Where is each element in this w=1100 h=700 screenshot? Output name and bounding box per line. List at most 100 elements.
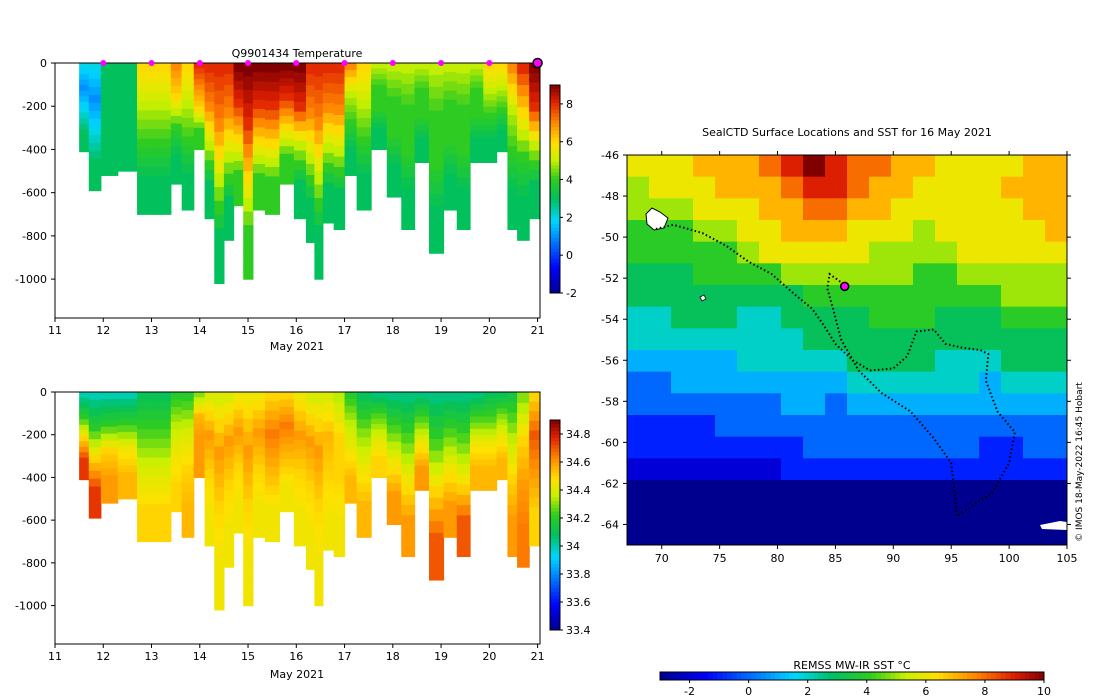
sst-cell <box>671 436 694 459</box>
profile-cell <box>529 497 540 508</box>
sst-cell <box>693 371 716 394</box>
profile-cell <box>470 484 484 491</box>
sst-cell <box>957 220 980 243</box>
sst-cell <box>649 393 672 416</box>
profile-cell <box>356 500 372 511</box>
profile-marker <box>100 60 107 66</box>
profile-cell <box>371 456 388 463</box>
profile-cell <box>117 412 138 420</box>
profile-cell <box>401 125 416 137</box>
profile-cell <box>470 465 484 473</box>
colorbar-tick-label: 8 <box>566 98 573 111</box>
profile-cell <box>79 90 90 97</box>
colorbar-swatch <box>550 234 560 239</box>
profile-cell <box>333 94 346 106</box>
colorbar-swatch <box>550 500 560 505</box>
profile-cell <box>243 198 254 213</box>
colorbar-swatch <box>847 672 853 680</box>
profile-cell <box>156 513 172 524</box>
profile-cell <box>456 412 471 424</box>
profile-cell <box>322 520 335 531</box>
profile-cell <box>293 189 307 200</box>
profile-cell <box>305 558 315 570</box>
profile-cell <box>333 453 346 465</box>
profile-cell <box>100 482 119 490</box>
colorbar-swatch <box>550 420 560 424</box>
profile-cell <box>214 186 225 202</box>
sst-cell <box>891 306 914 329</box>
profile-cell <box>193 144 206 151</box>
profile-cell <box>305 513 315 526</box>
colorbar-swatch <box>1034 672 1040 680</box>
profile-cell <box>443 428 458 438</box>
profile-cell <box>193 100 206 107</box>
colorbar-swatch <box>866 672 872 680</box>
sst-cell <box>913 436 936 459</box>
colorbar-swatch <box>550 567 560 571</box>
profile-cell <box>204 449 215 460</box>
profile-cell <box>333 208 346 220</box>
profile-cell <box>429 229 445 242</box>
sst-cell <box>759 220 782 243</box>
salinity-panel: 11 12 13 14 15 16 17 18 19 20 21 0-200-400-600-800… <box>15 386 590 681</box>
profile-cell <box>401 505 416 516</box>
colorbar-swatch <box>550 476 560 480</box>
profile-cell <box>456 125 471 137</box>
sst-cell <box>825 220 848 243</box>
profile-cell <box>496 112 509 119</box>
profile-cell <box>137 457 157 468</box>
profile-cell <box>507 177 518 189</box>
profile-cell <box>322 112 335 124</box>
sst-cell <box>803 241 826 264</box>
profile-cell <box>322 102 335 114</box>
profile-cell <box>529 526 540 537</box>
profile-cell <box>517 206 530 219</box>
colorbar-swatch <box>770 672 776 680</box>
profile-cell <box>279 459 295 468</box>
sst-cell <box>715 501 738 524</box>
profile-cell <box>117 432 138 440</box>
colorbar-swatch <box>1029 672 1035 680</box>
profile-cell <box>170 451 183 460</box>
profile-cell <box>386 408 402 418</box>
profile-cell <box>88 502 102 511</box>
profile-cell <box>371 138 388 145</box>
profile-cell <box>252 108 266 119</box>
sst-cell <box>737 480 760 503</box>
sst-cell <box>671 371 694 394</box>
profile-cell <box>496 468 509 475</box>
profile-cell <box>170 436 183 445</box>
profile-cell <box>386 79 402 89</box>
sst-cell <box>1023 220 1046 243</box>
sst-cell <box>803 306 826 329</box>
profile-cell <box>371 440 388 446</box>
profile-cell <box>483 131 498 139</box>
colorbar-swatch <box>550 199 560 204</box>
profile-cell <box>333 463 346 475</box>
y-tick-label: 0 <box>40 57 47 70</box>
profile-cell <box>333 63 346 74</box>
sst-cell <box>1023 176 1046 199</box>
profile-cell <box>483 69 498 77</box>
profile-cell <box>88 510 102 519</box>
profile-cell <box>137 138 157 149</box>
sst-cell <box>957 241 980 264</box>
profile-cell <box>333 146 346 158</box>
sst-cell <box>671 241 694 264</box>
profile-cell <box>137 119 157 130</box>
profile-cell <box>401 443 416 455</box>
profile-cell <box>170 466 183 475</box>
profile-cell <box>100 392 119 400</box>
profile-cell <box>314 252 324 267</box>
profile-cell <box>100 112 119 120</box>
colorbar-swatch <box>550 595 560 599</box>
sst-cell <box>891 241 914 264</box>
colorbar-swatch <box>1005 672 1011 680</box>
colorbar-swatch <box>550 542 560 547</box>
profile-cell <box>214 500 225 516</box>
profile-cell <box>496 446 509 453</box>
temperature-y-ticks: 0-200-400-600-800-1000 <box>15 57 55 286</box>
profile-cell <box>137 438 157 449</box>
profile-cell <box>483 143 498 151</box>
